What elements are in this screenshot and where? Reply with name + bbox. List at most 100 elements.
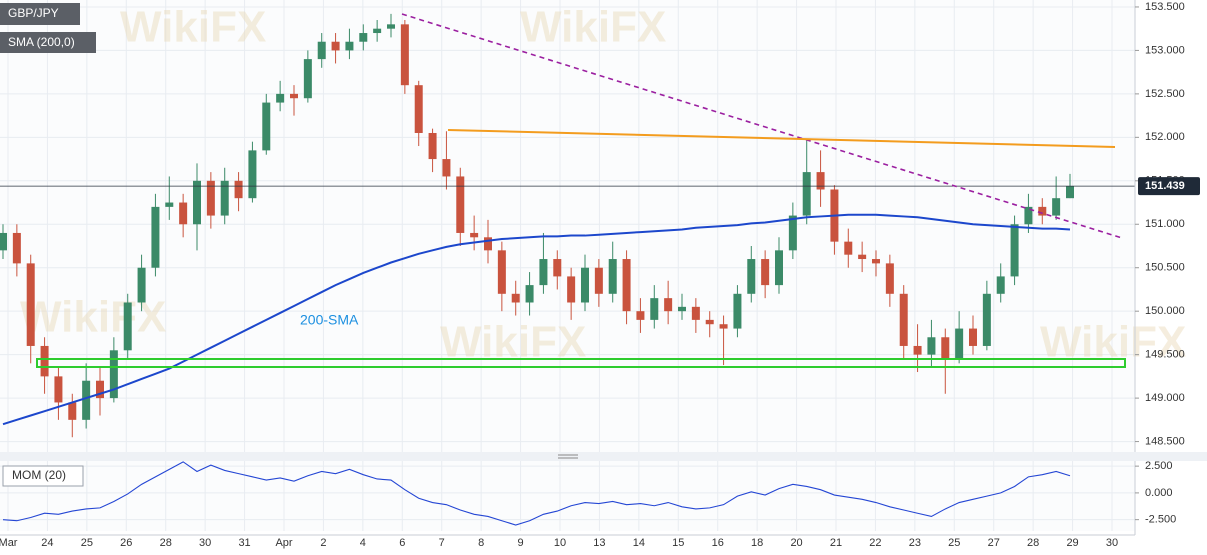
candle-body	[941, 337, 950, 359]
x-tick-label: 26	[120, 537, 132, 549]
candle-body	[276, 93, 285, 103]
candle-body	[927, 337, 936, 355]
watermark: WikiFX	[120, 3, 266, 52]
candle-body	[844, 241, 853, 255]
candle-body	[193, 180, 201, 225]
candle-body	[885, 263, 894, 294]
candle-body	[497, 250, 506, 294]
x-tick-label: 22	[869, 537, 881, 549]
candle-body	[705, 319, 714, 325]
candle-body	[650, 298, 659, 320]
mom-legend: MOM (20)	[12, 468, 66, 482]
candle-body	[567, 276, 576, 303]
candle-body	[969, 328, 977, 346]
candle-body	[414, 85, 423, 133]
candle-body	[345, 41, 354, 51]
candle-body	[400, 24, 409, 86]
grid	[0, 0, 1135, 531]
x-tick-label: 16	[712, 537, 724, 549]
candle-body	[484, 237, 492, 251]
x-tick-label: 30	[199, 537, 211, 549]
x-tick-label: 25	[81, 537, 93, 549]
candle-body	[96, 380, 104, 399]
plot-background	[0, 0, 1135, 452]
candle-body	[248, 150, 257, 199]
resistance-line	[447, 129, 1116, 148]
x-tick-label: 28	[160, 537, 172, 549]
candle-body	[747, 259, 756, 294]
candle-body	[636, 311, 645, 320]
y-tick-label: 151.000	[1145, 218, 1185, 230]
candle-body	[1038, 206, 1047, 216]
candle-body	[317, 41, 326, 60]
candle-body	[442, 159, 451, 177]
candle-body	[359, 33, 368, 42]
candle-body	[68, 402, 77, 420]
y-tick-label: 150.000	[1145, 305, 1185, 317]
y-tick-label: 149.500	[1145, 349, 1185, 361]
candle-body	[40, 345, 49, 377]
x-tick-label: 28	[1027, 537, 1039, 549]
x-tick-label: 9	[518, 537, 524, 549]
y-tick-label: 153.500	[1145, 1, 1185, 13]
x-tick-label: 7	[439, 537, 445, 549]
marks	[0, 13, 1135, 526]
candle-body	[0, 232, 7, 251]
candle-body	[373, 28, 382, 34]
candle-body	[1066, 186, 1074, 199]
candle-body	[678, 306, 686, 312]
y-tick-label: 152.000	[1145, 131, 1185, 143]
last-price-label: 151.439	[1145, 180, 1185, 192]
candle-body	[525, 285, 534, 303]
candle-body	[387, 24, 395, 29]
x-tick-label: 27	[988, 537, 1000, 549]
candle-body	[761, 259, 770, 286]
x-tick-label: 20	[790, 537, 802, 549]
symbol-title: GBP/JPY	[8, 6, 59, 20]
candle-body	[1052, 198, 1061, 216]
x-tick-label: 13	[593, 537, 605, 549]
candle-body	[608, 259, 617, 294]
x-tick-label: 25	[948, 537, 960, 549]
x-tick-label: Mar	[0, 537, 18, 549]
mom-legend-box	[2, 465, 84, 487]
candle-body	[456, 176, 465, 233]
candle-body	[220, 180, 229, 216]
candle-body	[955, 328, 964, 359]
candle-body	[581, 267, 589, 303]
candle-body	[262, 102, 271, 151]
y-tick-label: -2.500	[1145, 514, 1176, 526]
x-tick-label: 2	[320, 537, 326, 549]
candle-body	[719, 324, 728, 329]
candle-body	[137, 267, 146, 303]
x-tick-label: 18	[751, 537, 763, 549]
candle-body	[872, 259, 880, 264]
x-tick-label: 31	[238, 537, 250, 549]
x-tick-label: 6	[399, 537, 405, 549]
y-tick-label: 149.000	[1145, 392, 1185, 404]
candle-body	[165, 202, 174, 207]
last-price-box	[1138, 177, 1200, 196]
candle-body	[553, 259, 562, 277]
candle-body	[664, 298, 673, 312]
candle-body	[26, 263, 35, 346]
x-tick-label: 29	[1066, 537, 1078, 549]
indicator-legend: SMA (200,0)	[8, 35, 75, 49]
candle-body	[470, 232, 479, 238]
candle-body	[733, 293, 742, 329]
support-zone	[36, 358, 1126, 368]
x-tick-label: 4	[360, 537, 366, 549]
candle-body	[1024, 206, 1033, 225]
candle-body	[109, 350, 118, 399]
x-tick-label: 14	[633, 537, 645, 549]
candle-body	[539, 259, 548, 286]
candle-body	[206, 180, 215, 216]
sma-line	[2, 213, 1071, 426]
candle-body	[511, 293, 520, 303]
candle-body	[123, 302, 132, 351]
candle-body	[12, 232, 21, 264]
candle-body	[331, 41, 340, 51]
candle-body	[303, 59, 312, 99]
candle-body	[802, 172, 811, 216]
